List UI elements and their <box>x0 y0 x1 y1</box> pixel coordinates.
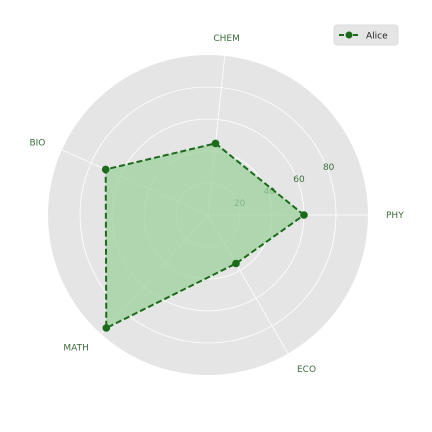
legend-marker <box>345 31 353 39</box>
legend: Alice <box>333 24 399 46</box>
category-label-math: MATH <box>63 343 89 353</box>
data-point-eco <box>232 259 240 268</box>
data-point-bio <box>101 165 110 174</box>
category-label-eco: ECO <box>297 365 316 375</box>
series-line-0 <box>104 142 305 329</box>
data-point-chem <box>211 139 220 148</box>
legend-label: Alice <box>366 32 388 42</box>
tick-label-60: 60 <box>293 175 305 185</box>
legend-box <box>333 24 399 46</box>
series-layer <box>101 139 308 332</box>
tick-label-80: 80 <box>323 163 335 173</box>
category-label-bio: BIO <box>29 139 45 149</box>
series-area-0 <box>105 143 304 328</box>
category-label-phy: PHY <box>386 211 404 221</box>
data-point-phy <box>300 211 308 219</box>
category-label-chem: CHEM <box>213 34 240 44</box>
data-point-math <box>102 324 111 332</box>
category-labels: PHY CHEM BIO MATH ECO <box>29 34 404 375</box>
